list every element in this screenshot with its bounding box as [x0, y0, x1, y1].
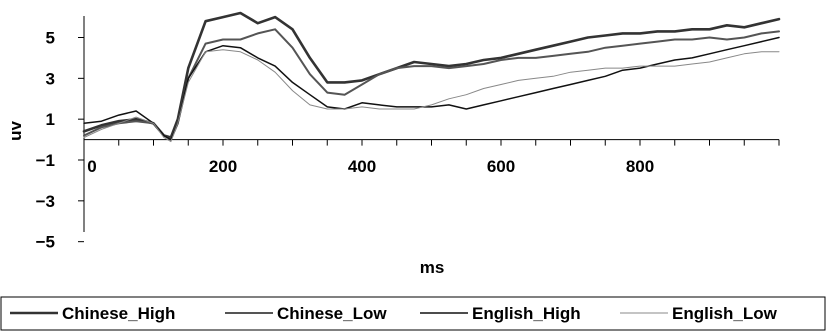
legend-label: English_Low	[672, 304, 778, 323]
legend-item: English_Low	[620, 304, 778, 323]
x-axis: 0 200 400 600 800	[83, 139, 780, 176]
y-tick-label: −1	[36, 151, 55, 170]
legend-label: English_High	[472, 304, 581, 323]
series-line-english-low	[83, 49, 780, 143]
y-tick-label: 1	[46, 110, 55, 129]
series-line-english-high	[83, 36, 780, 141]
y-tick-label: 5	[46, 29, 55, 48]
x-tick-label: 800	[626, 157, 654, 176]
y-tick-label: −3	[36, 192, 55, 211]
legend-item: English_High	[420, 304, 581, 323]
y-axis: −5 −3 −1 1 3 5	[36, 16, 85, 252]
x-tick-label: 600	[487, 157, 515, 176]
legend-item: Chinese_High	[10, 304, 175, 323]
series-line-chinese-high	[82, 11, 781, 139]
legend: Chinese_High Chinese_Low English_High Engli…	[0, 296, 826, 331]
x-axis-title: ms	[420, 258, 445, 277]
x-tick-label: 200	[209, 157, 237, 176]
x-tick-label: 0	[87, 157, 96, 176]
legend-label: Chinese_High	[62, 304, 175, 323]
y-tick-label: 3	[46, 69, 55, 88]
series-layer	[82, 11, 781, 143]
y-axis-title: uv	[6, 121, 25, 141]
x-tick-label: 400	[348, 157, 376, 176]
y-tick-label: −5	[36, 233, 55, 252]
legend-item: Chinese_Low	[225, 304, 387, 323]
legend-frame	[0, 296, 826, 331]
legend-label: Chinese_Low	[277, 304, 387, 323]
